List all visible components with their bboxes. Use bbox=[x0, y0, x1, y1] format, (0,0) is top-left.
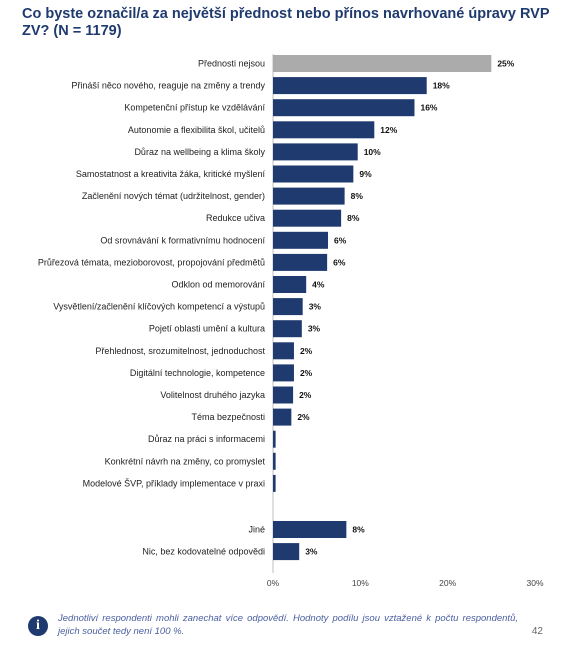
category-label: Nic, bez kodovatelné odpovědi bbox=[142, 547, 265, 557]
category-label: Samostatnost a kreativita žáka, kritické… bbox=[76, 169, 266, 179]
data-label: 2% bbox=[300, 368, 313, 378]
data-label: 8% bbox=[352, 525, 365, 535]
bar bbox=[273, 474, 276, 492]
bar bbox=[273, 364, 294, 382]
tick-label: 0% bbox=[267, 578, 280, 588]
data-label: 16% bbox=[420, 103, 437, 113]
data-label: 2% bbox=[299, 390, 312, 400]
bar bbox=[273, 99, 415, 117]
data-label: 3% bbox=[305, 547, 318, 557]
bar bbox=[273, 253, 328, 271]
data-label: 9% bbox=[359, 169, 372, 179]
category-label: Autonomie a flexibilita škol, učitelů bbox=[128, 125, 265, 135]
data-label: 12% bbox=[380, 125, 397, 135]
category-label: Přednosti nejsou bbox=[198, 59, 265, 69]
category-label: Odklon od memorování bbox=[171, 280, 265, 290]
category-label: Téma bezpečnosti bbox=[191, 412, 265, 422]
category-label: Redukce učiva bbox=[206, 213, 265, 223]
data-label: 3% bbox=[309, 302, 322, 312]
data-label: 2% bbox=[297, 412, 310, 422]
data-label: 8% bbox=[351, 191, 364, 201]
category-label: Vysvětlení/začlenění klíčových kompetenc… bbox=[53, 302, 265, 312]
category-label: Důraz na práci s informacemi bbox=[148, 434, 265, 444]
info-icon: i bbox=[28, 616, 48, 636]
category-label: Přehlednost, srozumitelnost, jednoduchos… bbox=[95, 346, 265, 356]
tick-label: 10% bbox=[352, 578, 369, 588]
category-label: Přináší něco nového, reaguje na změny a … bbox=[71, 81, 265, 91]
data-label: 4% bbox=[312, 280, 325, 290]
data-label: 18% bbox=[433, 81, 450, 91]
data-label: 25% bbox=[497, 59, 514, 69]
bar bbox=[273, 77, 427, 95]
bar bbox=[273, 521, 347, 538]
tick-label: 30% bbox=[526, 578, 543, 588]
data-label: 6% bbox=[333, 257, 346, 267]
data-label: 2% bbox=[300, 346, 313, 356]
bar bbox=[273, 143, 358, 161]
bar bbox=[273, 276, 307, 293]
bar bbox=[273, 320, 302, 338]
category-label: Digitální technologie, kompetence bbox=[130, 368, 265, 378]
bar bbox=[273, 452, 276, 470]
bar bbox=[273, 55, 492, 72]
category-label: Začlenění nových témat (udržitelnost, ge… bbox=[82, 191, 265, 201]
category-label: Kompetenční přístup ke vzdělávání bbox=[124, 103, 265, 113]
bar bbox=[273, 209, 342, 227]
chart-title: Co byste označil/a za největší přednost … bbox=[22, 6, 550, 39]
bar bbox=[273, 231, 329, 249]
category-label: Od srovnávání k formativnímu hodnocení bbox=[100, 235, 265, 245]
bar bbox=[273, 298, 303, 316]
bar bbox=[273, 543, 300, 561]
category-label: Volitelnost druhého jazyka bbox=[160, 390, 265, 400]
data-label: 3% bbox=[308, 324, 321, 334]
category-label: Průřezová témata, mezioborovost, propojo… bbox=[38, 257, 265, 267]
bar bbox=[273, 187, 345, 205]
page-number: 42 bbox=[531, 626, 543, 637]
bar bbox=[273, 430, 276, 448]
data-label: 6% bbox=[334, 235, 347, 245]
data-label: 8% bbox=[347, 213, 360, 223]
category-label: Pojetí oblasti umění a kultura bbox=[149, 324, 265, 334]
footnote: i Jednotliví respondenti mohli zanechat … bbox=[28, 612, 528, 638]
category-label: Modelové ŠVP, příklady implementace v pr… bbox=[83, 478, 265, 488]
category-label: Důraz na wellbeing a klima školy bbox=[134, 147, 265, 157]
bar bbox=[273, 165, 354, 183]
category-label: Konkrétní návrh na změny, co promyslet bbox=[105, 456, 266, 466]
category-label: Jiné bbox=[248, 525, 265, 535]
data-label: 10% bbox=[364, 147, 381, 157]
bar bbox=[273, 408, 292, 426]
footnote-text: Jednotliví respondenti mohli zanechat ví… bbox=[58, 613, 518, 637]
bar-chart: Přednosti nejsou 25% Přináší něco nového, … bbox=[38, 54, 544, 588]
bar bbox=[273, 342, 294, 360]
bar bbox=[273, 121, 375, 139]
bar bbox=[273, 386, 294, 404]
tick-label: 20% bbox=[439, 578, 456, 588]
